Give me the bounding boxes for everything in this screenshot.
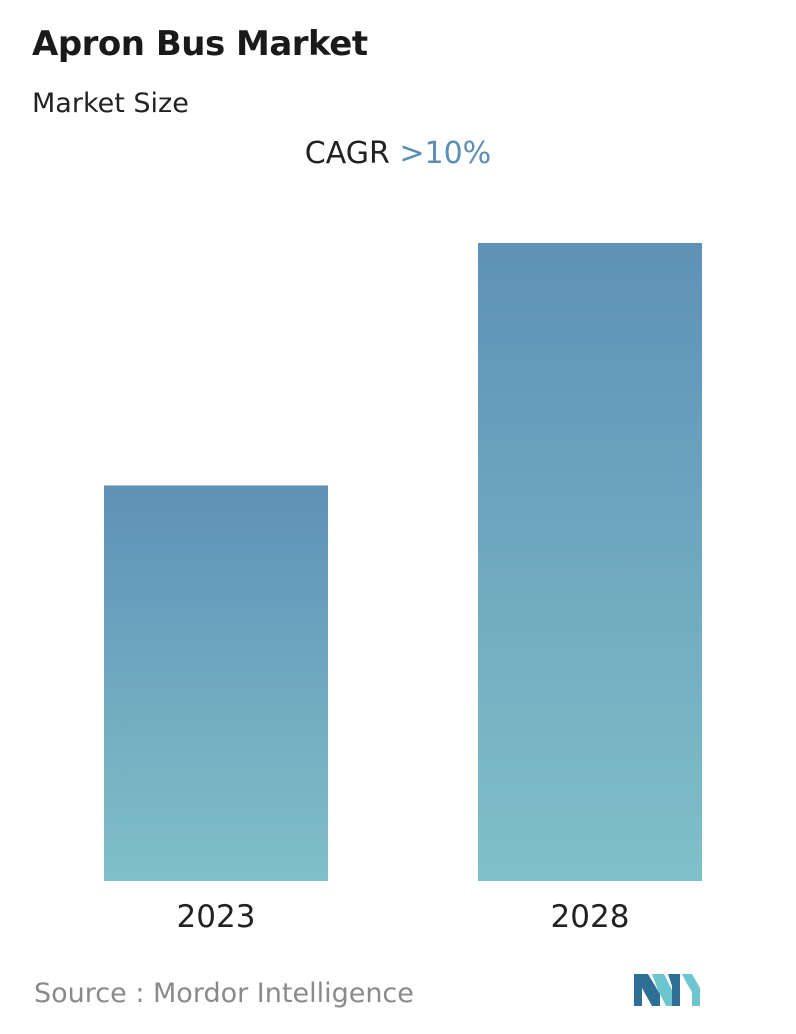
x-tick-label-2023: 2023 — [177, 899, 256, 935]
source-name: Mordor Intelligence — [153, 978, 414, 1009]
cagr-value: >10% — [399, 136, 492, 171]
page-subtitle: Market Size — [32, 88, 189, 119]
x-axis-labels: 2023 2028 — [177, 899, 630, 935]
x-tick-label-2028: 2028 — [551, 899, 630, 935]
bar-2023 — [104, 485, 328, 881]
mordor-intelligence-logo-icon — [634, 974, 700, 1006]
cagr-label: CAGR — [304, 136, 390, 171]
page-title: Apron Bus Market — [32, 24, 368, 64]
source-attribution: Source : Mordor Intelligence — [34, 978, 414, 1009]
cagr-annotation: CAGR >10% — [0, 136, 796, 171]
bar-chart: 2023 2028 — [104, 243, 702, 935]
bars-group — [104, 243, 702, 881]
bar-2028 — [478, 243, 702, 881]
source-label: Source : — [34, 978, 145, 1009]
